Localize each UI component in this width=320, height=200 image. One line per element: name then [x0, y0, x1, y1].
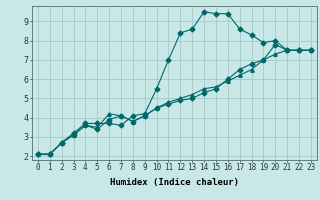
X-axis label: Humidex (Indice chaleur): Humidex (Indice chaleur) [110, 178, 239, 187]
